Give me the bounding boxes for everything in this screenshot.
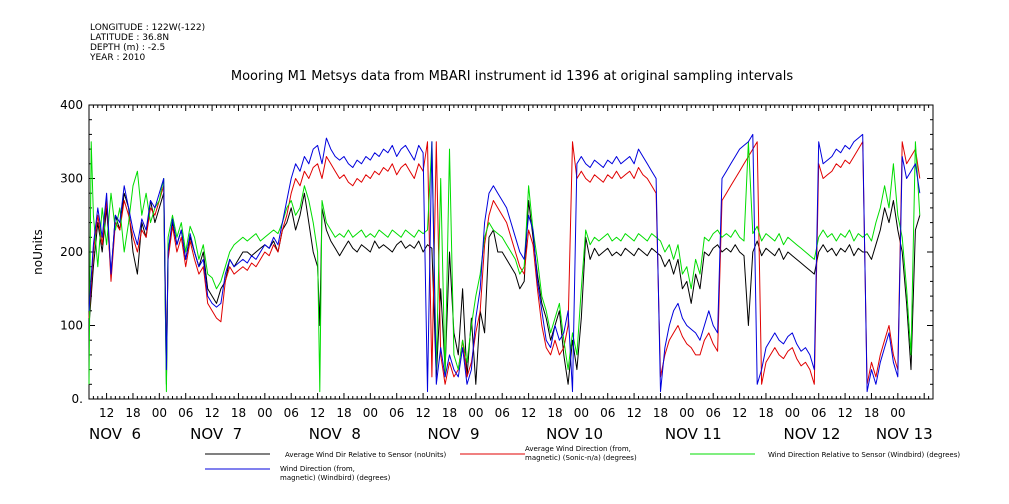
series-line-4 [88, 133, 921, 393]
x-tick-label: 18 [125, 406, 140, 420]
axis-labels: 0. 100 200 300 400 12 18 00 06 12 18 00 06 12 18 00 06 12… [60, 98, 933, 443]
x-tick-label: 18 [336, 406, 351, 420]
y-tick-label: 0. [72, 392, 83, 406]
legend-label: Wind Direction Relative to Sensor (Windb… [768, 451, 960, 459]
x-tick-label: 18 [653, 406, 668, 420]
series-line-1 [88, 192, 921, 385]
x-date-label: NOV 10 [546, 425, 603, 443]
x-tick-label: 18 [547, 406, 562, 420]
x-tick-label: 00 [152, 406, 167, 420]
x-tick-label: 00 [679, 406, 694, 420]
x-tick-label: 06 [495, 406, 510, 420]
x-tick-label: 00 [257, 406, 272, 420]
x-date-label: NOV 7 [190, 425, 242, 443]
meta-longitude: LONGITUDE : 122W(-122) [90, 23, 205, 33]
x-tick-label: 18 [758, 406, 773, 420]
x-tick-label: 12 [415, 406, 430, 420]
x-tick-label: 00 [363, 406, 378, 420]
x-tick-label: 12 [99, 406, 114, 420]
series-line-2 [88, 141, 921, 385]
x-tick-label: 18 [864, 406, 879, 420]
x-tick-label: 00 [574, 406, 589, 420]
x-tick-label: 12 [626, 406, 641, 420]
meta-latitude: LATITUDE : 36.8N [90, 33, 169, 43]
meta-year: YEAR : 2010 [89, 53, 146, 63]
x-tick-label: 00 [890, 406, 905, 420]
x-date-label: NOV 6 [89, 425, 141, 443]
x-date-label: NOV 12 [784, 425, 841, 443]
legend-label: Wind Direction (from, [280, 465, 355, 473]
legend-label: Average Wind Dir Relative to Sensor (noU… [285, 451, 446, 459]
x-tick-label: 18 [442, 406, 457, 420]
x-tick-label: 00 [468, 406, 483, 420]
legend-label-line2: magnetic) (Sonic-n/a) (degrees) [525, 454, 637, 462]
series-layer [88, 133, 921, 393]
y-tick-label: 400 [60, 98, 83, 112]
x-date-label: NOV 9 [427, 425, 479, 443]
x-tick-label: 06 [706, 406, 721, 420]
legend-label-line2: magnetic) (Windbird) (degrees) [280, 474, 391, 482]
chart-title: Mooring M1 Metsys data from MBARI instru… [231, 69, 793, 84]
x-tick-label: 06 [178, 406, 193, 420]
x-tick-label: 06 [284, 406, 299, 420]
x-date-label: NOV 13 [876, 425, 933, 443]
x-tick-label: 12 [521, 406, 536, 420]
y-tick-label: 200 [60, 245, 83, 259]
x-date-label: NOV 11 [665, 425, 722, 443]
x-tick-label: 18 [231, 406, 246, 420]
x-tick-label: 00 [785, 406, 800, 420]
x-tick-label: 06 [600, 406, 615, 420]
x-tick-label: 12 [310, 406, 325, 420]
x-tick-label: 06 [389, 406, 404, 420]
legend: Average Wind Dir Relative to Sensor (noU… [205, 445, 960, 482]
x-tick-label: 12 [837, 406, 852, 420]
x-tick-label: 12 [204, 406, 219, 420]
legend-label: Average Wind Direction (from, [525, 445, 631, 453]
x-tick-label: 06 [811, 406, 826, 420]
meta-depth: DEPTH (m) : -2.5 [90, 43, 165, 53]
series-line-3 [88, 141, 921, 393]
y-tick-label: 300 [60, 172, 83, 186]
y-axis-label: noUnits [31, 229, 45, 275]
y-tick-label: 100 [60, 319, 83, 333]
x-date-label: NOV 8 [309, 425, 361, 443]
x-tick-label: 12 [732, 406, 747, 420]
